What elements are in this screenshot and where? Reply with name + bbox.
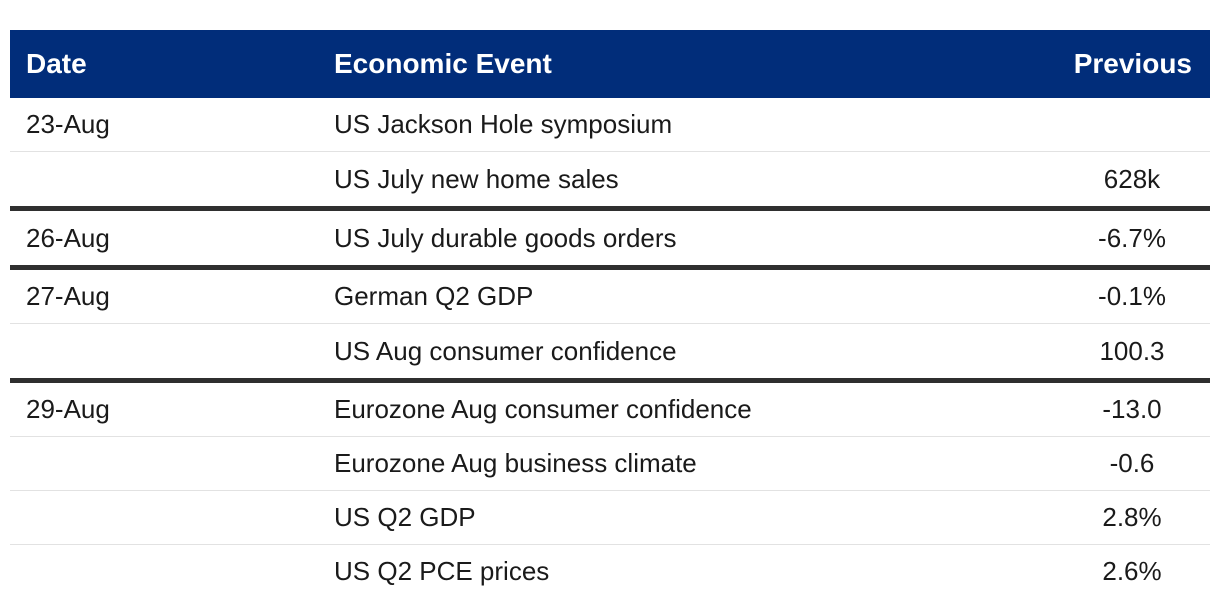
row-event: Eurozone Aug consumer confidence: [334, 394, 752, 424]
row-previous: 2.6%: [1102, 556, 1162, 586]
header-previous: Previous: [1073, 48, 1192, 79]
row-previous: -6.7%: [1098, 222, 1166, 253]
table-row: 29-Aug Eurozone Aug consumer confidence …: [10, 383, 1210, 437]
header-economic-event: Economic Event: [334, 48, 552, 79]
row-previous: -0.1%: [1098, 281, 1166, 311]
table-row: US July new home sales 628k: [10, 152, 1210, 211]
table-row: US Aug consumer confidence 100.3: [10, 324, 1210, 383]
row-date: 29-Aug: [26, 394, 110, 424]
row-previous: -13.0: [1102, 394, 1162, 424]
row-date: 23-Aug: [26, 109, 110, 139]
row-previous: 100.3: [1099, 335, 1165, 366]
header-date: Date: [26, 48, 87, 79]
row-event: US July new home sales: [334, 163, 619, 194]
row-event: US Jackson Hole symposium: [334, 109, 673, 139]
row-event: US Aug consumer confidence: [334, 335, 677, 366]
row-event: US July durable goods orders: [334, 222, 677, 253]
table-row: 23-Aug US Jackson Hole symposium: [10, 98, 1210, 152]
row-event: US Q2 PCE prices: [334, 556, 550, 586]
row-event: Eurozone Aug business climate: [334, 448, 697, 478]
row-previous: 628k: [1103, 163, 1161, 194]
row-event: German Q2 GDP: [334, 281, 534, 311]
table-row: US Q2 PCE prices 2.6%: [10, 545, 1210, 598]
table-row: US Q2 GDP 2.8%: [10, 491, 1210, 545]
row-event: US Q2 GDP: [334, 502, 476, 532]
economic-calendar-table: Date Economic Event Previous 23-Aug US J…: [10, 30, 1210, 598]
row-previous: -0.6: [1109, 448, 1155, 478]
table-row: Eurozone Aug business climate -0.6: [10, 437, 1210, 491]
row-previous: 2.8%: [1102, 502, 1162, 532]
table-row: 27-Aug German Q2 GDP -0.1%: [10, 270, 1210, 324]
table-row: 26-Aug US July durable goods orders -6.7…: [10, 211, 1210, 270]
table-header: Date Economic Event Previous: [10, 30, 1210, 98]
row-date: 26-Aug: [26, 222, 110, 253]
row-date: 27-Aug: [26, 281, 110, 311]
